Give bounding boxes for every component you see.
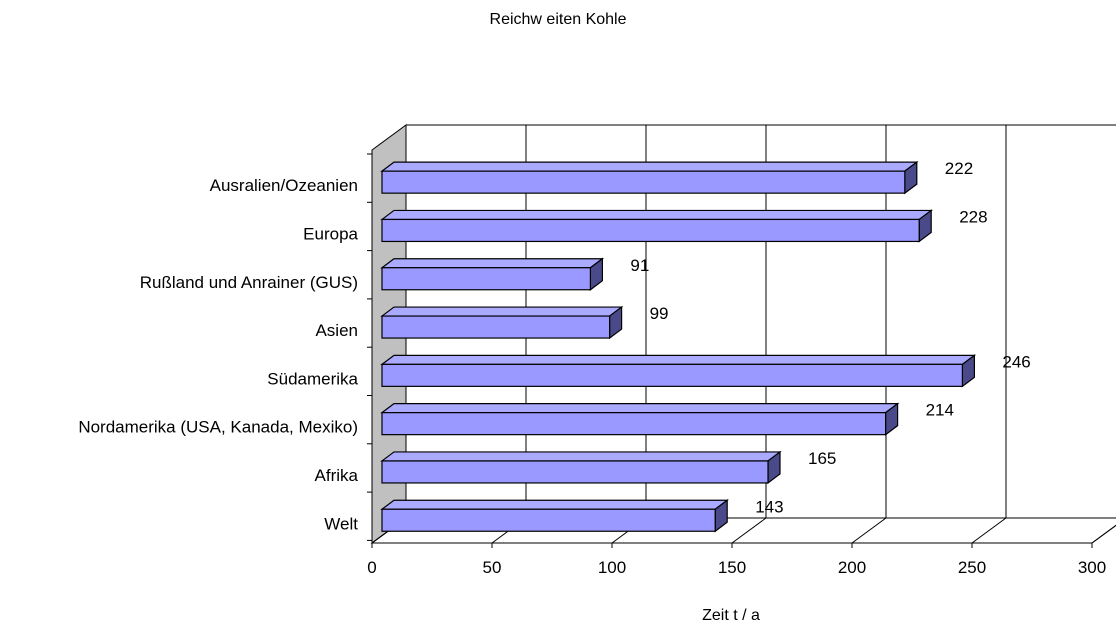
gridline-floor <box>971 517 1007 544</box>
bar-top-face <box>380 354 977 365</box>
category-label: Europa <box>303 224 358 243</box>
x-tick-label: 50 <box>483 558 502 577</box>
bar-top-face <box>380 499 730 510</box>
category-label: Welt <box>324 514 358 533</box>
category-label: Südamerika <box>267 369 358 388</box>
bar-front-face <box>381 267 591 291</box>
data-label: 246 <box>1002 352 1030 371</box>
bar-top-face <box>380 161 919 172</box>
data-label: 143 <box>755 497 783 516</box>
gridline-floor <box>851 517 887 544</box>
x-tick-label: 0 <box>367 558 376 577</box>
category-label: Asien <box>315 321 358 340</box>
x-axis-title: Zeit t / a <box>702 607 760 624</box>
category-label: Afrika <box>315 466 359 485</box>
x-tick-label: 250 <box>958 558 986 577</box>
bar <box>380 499 730 533</box>
bar-front-face <box>381 218 920 243</box>
bar <box>380 257 605 291</box>
data-label: 222 <box>945 159 973 178</box>
data-label: 214 <box>926 401 954 420</box>
bar-front-face <box>381 412 887 436</box>
category-label: Nordamerika (USA, Kanada, Mexiko) <box>78 418 358 437</box>
bar <box>380 450 782 485</box>
bar <box>380 209 934 243</box>
bar-front-face <box>381 170 906 194</box>
category-label: Rußland und Anrainer (GUS) <box>140 273 358 292</box>
data-labels: 222 228 91 99 246 214 165 143 <box>630 159 1030 516</box>
data-label: 228 <box>959 207 987 226</box>
x-tick-label: 200 <box>838 558 866 577</box>
chart-title: Reichw eiten Kohle <box>490 11 627 28</box>
data-label: 99 <box>650 304 669 323</box>
bar-front-face <box>381 315 611 339</box>
data-label: 165 <box>808 449 836 468</box>
data-label: 91 <box>630 256 649 275</box>
x-tick-label: 300 <box>1078 558 1106 577</box>
bar-top-face <box>380 209 934 221</box>
bar-front-face <box>381 460 769 484</box>
bar-top-face <box>380 403 900 414</box>
bars <box>380 160 977 533</box>
bar-top-face <box>380 451 782 462</box>
x-tick-label: 150 <box>718 558 746 577</box>
gridline-floor <box>731 517 767 544</box>
bar-top-face <box>380 258 605 269</box>
category-labels: Ausralien/Ozeanien Europa Rußland und Anra… <box>78 176 358 533</box>
bar <box>380 354 977 388</box>
bar <box>380 402 900 436</box>
gridline-floor <box>1091 524 1116 544</box>
x-tick-labels: 0 50 100 150 200 250 300 <box>367 558 1106 577</box>
bar <box>380 305 624 340</box>
x-tick-label: 100 <box>598 558 626 577</box>
bar-top-face <box>380 306 624 317</box>
bar-front-face <box>381 363 964 387</box>
category-label: Ausralien/Ozeanien <box>210 176 358 195</box>
axes <box>367 150 1093 548</box>
bar <box>380 160 919 195</box>
bar-front-face <box>381 508 716 532</box>
